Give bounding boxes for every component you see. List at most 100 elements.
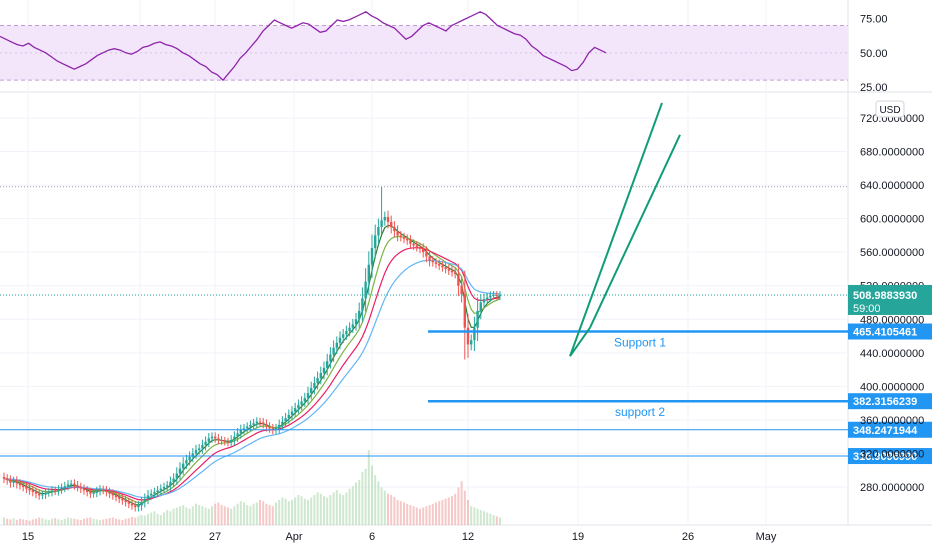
volume-bar xyxy=(25,520,28,525)
candle-body xyxy=(194,450,198,454)
volume-bar xyxy=(358,480,361,525)
candle-body xyxy=(50,490,54,493)
candle-body xyxy=(217,438,220,441)
candle-body xyxy=(236,433,239,437)
channel-right-line xyxy=(589,134,681,329)
volume-bar xyxy=(95,519,98,525)
candle-body xyxy=(332,347,335,355)
volume-bar xyxy=(220,505,223,525)
candle-body xyxy=(114,495,118,498)
volume-bar xyxy=(303,498,306,525)
candle-body xyxy=(297,404,300,409)
level-price-label: 348.2471944 xyxy=(853,425,918,437)
candle-body xyxy=(226,441,230,443)
moving-average-line xyxy=(3,247,501,501)
price-tick-label: 320.0000000 xyxy=(860,448,924,460)
countdown-label: 59:00 xyxy=(853,303,881,315)
rsi-panel xyxy=(0,11,848,82)
level-price-tag xyxy=(848,448,932,465)
volume-bar xyxy=(495,516,498,525)
candle-body xyxy=(70,483,73,485)
volume-bar xyxy=(355,482,357,525)
currency-button-bg[interactable] xyxy=(875,100,905,118)
candle-body xyxy=(137,505,140,508)
volume-bar xyxy=(198,505,201,525)
volume-bar xyxy=(316,492,319,525)
candle-body xyxy=(348,327,351,332)
candle-body xyxy=(76,485,79,487)
volume-bar xyxy=(179,506,181,525)
candle-body xyxy=(166,485,169,487)
candle-body xyxy=(73,483,76,486)
candle-body xyxy=(111,493,114,496)
volume-bar xyxy=(326,497,329,525)
volume-bar xyxy=(489,513,492,525)
time-tick-label: 12 xyxy=(462,531,474,543)
candle-body xyxy=(294,408,297,412)
volume-bar xyxy=(380,487,383,525)
volume-bar xyxy=(262,501,265,525)
candle-body xyxy=(313,383,316,389)
candle-body xyxy=(450,270,454,273)
candle-body xyxy=(255,421,258,424)
price-tick-label: 480.0000000 xyxy=(860,314,924,326)
candle-body xyxy=(220,440,223,442)
candle-body xyxy=(54,490,57,492)
candle-body xyxy=(18,483,22,486)
candle-body xyxy=(412,243,415,246)
rsi-tick-label: 50.00 xyxy=(860,48,888,60)
candle-body xyxy=(310,388,313,394)
volume-bar xyxy=(195,503,197,525)
candle-body xyxy=(242,428,246,430)
volume-bar xyxy=(371,465,373,525)
volume-bar xyxy=(3,517,5,525)
candle-body xyxy=(134,505,137,508)
candle-body xyxy=(428,256,431,261)
volume-bar xyxy=(243,502,245,525)
candle-body xyxy=(415,245,418,248)
candle-body xyxy=(383,216,386,221)
candle-body xyxy=(271,428,274,430)
candle-body xyxy=(406,238,409,241)
currency-button[interactable]: USD xyxy=(879,105,900,116)
volume-bar xyxy=(207,508,210,525)
candle-body xyxy=(60,487,63,490)
channel-base-line xyxy=(569,327,591,357)
volume-bar xyxy=(377,481,380,525)
volume-bar xyxy=(131,516,133,525)
candle-body xyxy=(489,295,492,298)
price-tick-label: 400.0000000 xyxy=(860,381,924,393)
candle-body xyxy=(422,248,425,253)
volume-bar xyxy=(281,497,284,525)
candle-body xyxy=(233,436,236,441)
moving-average-line xyxy=(3,224,501,506)
volume-bar xyxy=(38,517,41,525)
candle-body xyxy=(28,488,31,491)
candle-body xyxy=(198,448,201,451)
candle-body xyxy=(146,495,150,499)
volume-bar xyxy=(102,519,105,525)
volume-bar xyxy=(76,519,79,525)
candle-body xyxy=(457,273,460,286)
current-price-label: 508.9883930 xyxy=(853,290,917,302)
time-tick-label: 19 xyxy=(572,531,584,543)
candle-body xyxy=(393,227,396,232)
candle-body xyxy=(156,490,159,493)
candle-body xyxy=(249,424,252,427)
volume-bar xyxy=(15,520,18,525)
candle-body xyxy=(47,492,50,494)
candle-body xyxy=(281,421,284,425)
volume-bar xyxy=(137,516,140,525)
trend-channel xyxy=(569,102,681,357)
candle-body xyxy=(377,227,380,236)
time-tick-label: 27 xyxy=(209,531,221,543)
candle-body xyxy=(463,294,466,328)
volume-bar xyxy=(294,497,297,525)
chart-controls[interactable]: USD xyxy=(875,100,905,118)
volume-bar xyxy=(35,518,37,525)
price-tick-label: 600.0000000 xyxy=(860,214,924,226)
volume-bar xyxy=(230,508,233,525)
